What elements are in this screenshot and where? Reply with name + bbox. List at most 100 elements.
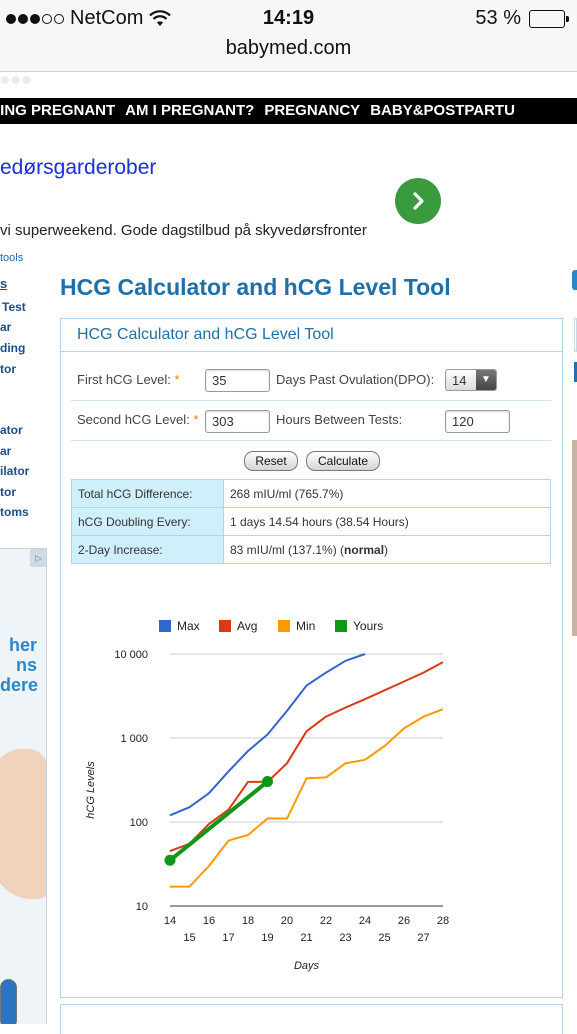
x-tick-label: 27 (417, 932, 429, 944)
site-logo[interactable]: ••• (0, 64, 33, 95)
legend-min: Min (278, 619, 315, 633)
calculator-header: HCG Calculator and hCG Level Tool (61, 319, 562, 352)
y-tick-label: 10 000 (114, 649, 148, 661)
results-table: Total hCG Difference: 268 mIU/ml (765.7%… (71, 479, 551, 564)
sidebar-item[interactable]: Test (2, 300, 26, 314)
chevron-down-icon[interactable]: ▼ (476, 370, 496, 390)
right-edge-image (572, 440, 577, 636)
table-row: 2-Day Increase: 83 mIU/ml (137.1%) (norm… (71, 535, 551, 564)
y-tick-label: 1 000 (120, 733, 148, 745)
x-tick-label: 25 (378, 932, 390, 944)
side-ad-line: her (8, 635, 37, 655)
hours-input[interactable] (445, 410, 510, 433)
nav-item-am-i-pregnant[interactable]: AM I PREGNANT? (125, 102, 255, 119)
legend-swatch (219, 620, 231, 632)
result-label: Total hCG Difference: (71, 479, 224, 508)
x-tick-label: 26 (398, 915, 410, 927)
x-axis-label: Days (294, 960, 320, 972)
side-ad[interactable]: ▷ her ns dere (0, 548, 47, 1024)
y-axis-label: hCG Levels (85, 761, 97, 819)
nav-item-baby-postpartum[interactable]: BABY&POSTPARTU (370, 102, 515, 119)
ad-title[interactable]: edørsgarderober (0, 156, 157, 179)
sidebar-item[interactable]: tor (0, 362, 16, 376)
ad-choices-icon[interactable]: ▷ (30, 549, 46, 567)
battery-icon (529, 9, 569, 28)
sidebar-heading[interactable]: s (0, 276, 8, 291)
address-bar[interactable]: babymed.com (0, 36, 577, 72)
calculate-button[interactable]: Calculate (306, 451, 380, 471)
form-row-second: Second hCG Level: * Hours Between Tests: (71, 401, 551, 441)
hours-label: Hours Between Tests: (276, 412, 403, 427)
clock: 14:19 (262, 7, 315, 29)
x-tick-label: 21 (300, 932, 312, 944)
nav-item-getting-pregnant[interactable]: TING PREGNANT (0, 102, 116, 119)
x-tick-label: 28 (437, 915, 449, 927)
x-tick-label: 19 (261, 932, 273, 944)
series-yours-point (262, 776, 273, 788)
hcg-calculator: HCG Calculator and hCG Level Tool First … (60, 318, 563, 998)
legend-swatch (278, 620, 290, 632)
form-row-first: First hCG Level: * Days Past Ovulation(D… (71, 361, 551, 401)
status-bar: NetCom 14:19 53 % (0, 0, 577, 36)
battery-percent: 53 % (475, 7, 521, 29)
tools-link[interactable]: tools (0, 252, 24, 264)
ad-banner[interactable]: edørsgarderober vi superweekend. Gode da… (0, 124, 577, 248)
legend-swatch (335, 620, 347, 632)
x-tick-label: 15 (183, 932, 195, 944)
sidebar-item[interactable]: ar (0, 320, 12, 334)
legend-label: Min (296, 619, 316, 633)
lower-panel (60, 1004, 563, 1034)
second-level-input[interactable] (205, 410, 270, 433)
main-nav: TING PREGNANT AM I PREGNANT? PREGNANCY B… (0, 98, 577, 124)
result-value: 268 mIU/ml (765.7%) (223, 479, 551, 508)
battery: 53 % (475, 7, 569, 30)
x-tick-label: 18 (242, 915, 254, 927)
x-tick-label: 16 (203, 915, 215, 927)
series-min-line (170, 708, 444, 888)
right-edge-tab[interactable] (574, 362, 577, 382)
side-ad-image (0, 749, 46, 899)
legend-avg: Avg (219, 619, 257, 633)
page-title: HCG Calculator and hCG Level Tool (60, 274, 451, 300)
side-ad-text[interactable]: her ns dere (0, 635, 38, 695)
table-row: Total hCG Difference: 268 mIU/ml (765.7%… (71, 479, 551, 508)
second-level-label: Second hCG Level: * (77, 412, 199, 427)
table-row: hCG Doubling Every: 1 days 14.54 hours (… (71, 507, 551, 536)
series-avg-line (169, 661, 444, 853)
wifi-icon (149, 9, 172, 26)
sidebar-item[interactable]: ator (0, 423, 23, 437)
result-label: 2-Day Increase: (71, 535, 224, 564)
dpo-select[interactable]: 14 ▼ (445, 369, 497, 391)
sidebar-item[interactable]: ding (0, 341, 26, 355)
result-value: 1 days 14.54 hours (38.54 Hours) (223, 507, 551, 536)
chevron-right-icon[interactable] (395, 178, 441, 224)
reset-button[interactable]: Reset (244, 451, 298, 471)
x-tick-label: 24 (359, 915, 371, 927)
right-edge-button[interactable] (572, 270, 577, 290)
y-tick-label: 10 (136, 901, 148, 913)
signal-icon (6, 13, 64, 24)
sidebar-item[interactable]: ilator (0, 464, 30, 478)
ad-text[interactable]: vi superweekend. Gode dagstilbud på skyv… (0, 222, 367, 239)
x-tick-label: 20 (281, 915, 293, 927)
result-label: hCG Doubling Every: (71, 507, 224, 536)
legend-swatch (159, 620, 171, 632)
sidebar-item[interactable]: ar (0, 444, 12, 458)
side-ad-button[interactable] (0, 979, 17, 1024)
hcg-chart: 10 100 1 000 10 000 14 15 16 17 18 19 20 21 22 23 24 25… (85, 649, 449, 972)
series-max-line (169, 653, 366, 817)
x-tick-label: 23 (339, 932, 351, 944)
url-text[interactable]: babymed.com (225, 37, 352, 59)
nav-item-pregnancy[interactable]: PREGNANCY (264, 102, 361, 119)
first-level-input[interactable] (205, 369, 270, 392)
site-logo-strip: ••• (0, 64, 577, 98)
sidebar-item[interactable]: tor (0, 485, 16, 499)
first-level-label: First hCG Level: * (77, 372, 180, 387)
legend-label: Max (177, 619, 200, 633)
x-tick-label: 17 (222, 932, 234, 944)
legend-yours: Yours (335, 619, 383, 633)
legend-label: Yours (353, 619, 384, 633)
sidebar-item[interactable]: toms (0, 505, 29, 519)
carrier: NetCom (6, 7, 172, 30)
carrier-name: NetCom (70, 7, 144, 29)
